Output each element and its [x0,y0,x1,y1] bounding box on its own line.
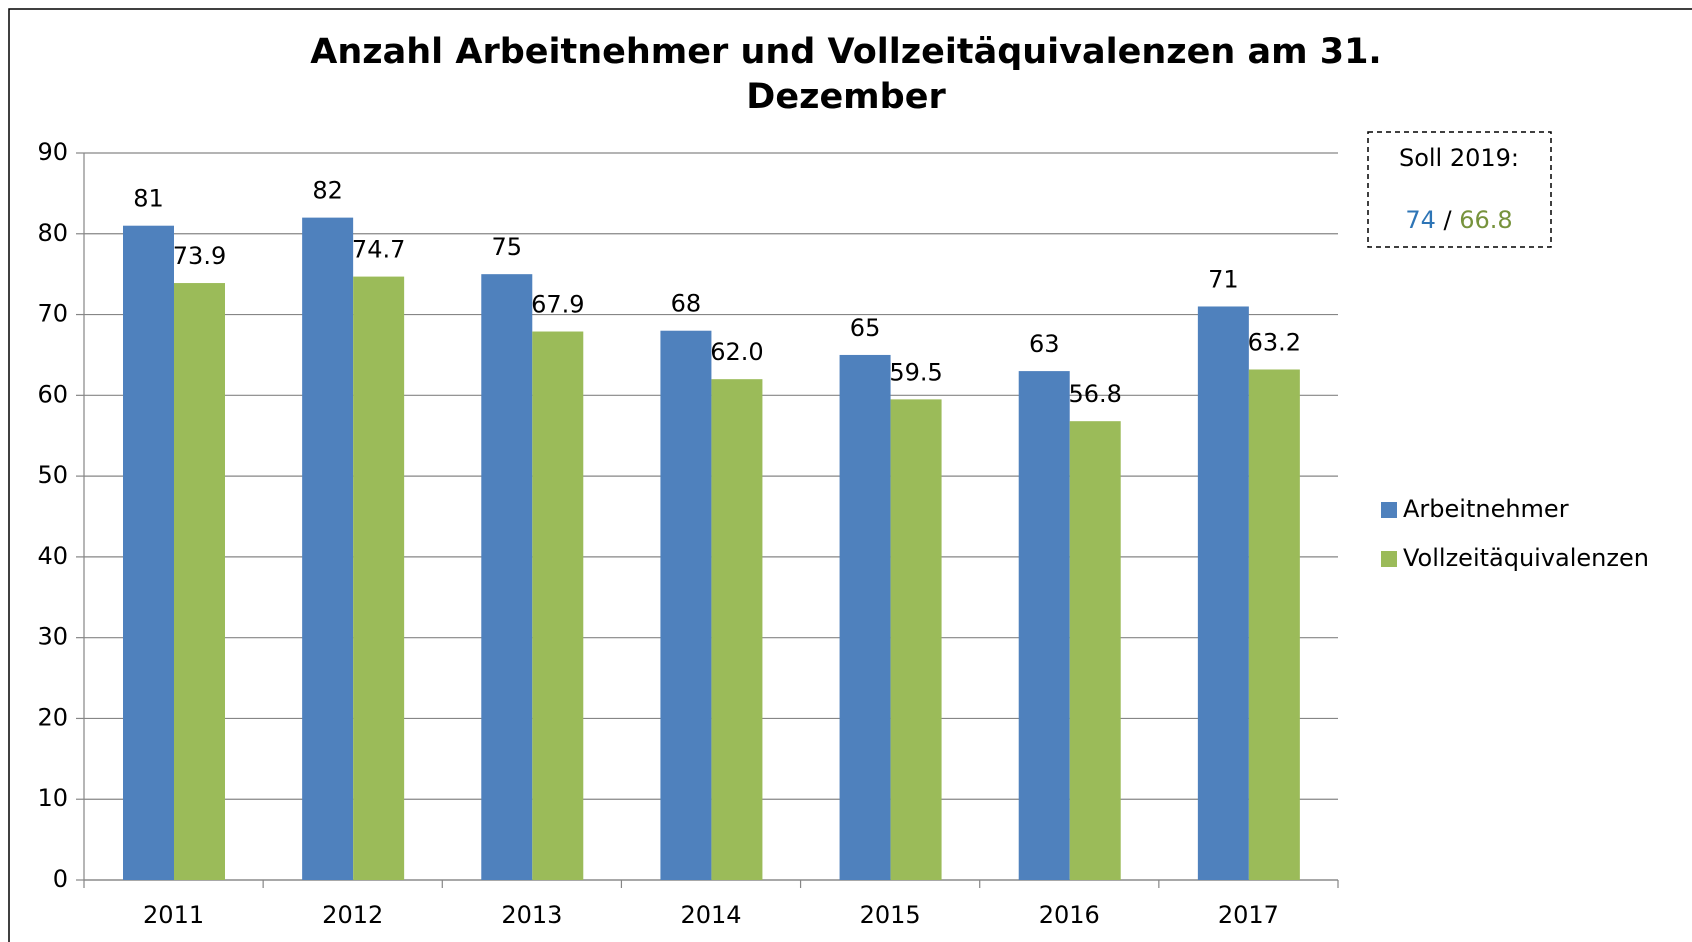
x-tick-label: 2014 [680,901,741,929]
bar [174,283,225,880]
bar [532,331,584,880]
bar [302,217,354,881]
bar [481,274,533,881]
data-label: 67.9 [531,291,584,319]
y-tick-label: 10 [37,784,68,812]
annotation-value: 74 [1405,206,1436,234]
x-tick-label: 2011 [143,901,204,929]
x-tick-label: 2015 [860,901,921,929]
data-label: 65 [850,314,881,342]
x-tick-label: 2017 [1218,901,1279,929]
data-label: 56.8 [1068,380,1121,408]
bar [353,276,405,881]
legend-swatch [1381,551,1397,567]
y-tick-label: 20 [37,703,68,731]
chart-title: Anzahl Arbeitnehmer und Vollzeitäquivale… [310,32,1382,117]
x-tick-label: 2016 [1039,901,1100,929]
bar [1248,369,1300,880]
annotation-separator: / [1444,206,1453,234]
bar [711,379,763,880]
data-label: 71 [1208,265,1239,293]
bar [890,399,942,880]
bar [660,330,712,880]
bar [1018,371,1070,880]
data-label: 63.2 [1248,328,1301,356]
legend-label: Arbeitnehmer [1403,495,1569,523]
y-tick-label: 30 [37,623,68,651]
data-label: 62.0 [710,338,763,366]
annotation-box [1367,131,1552,248]
data-label: 59.5 [889,358,942,386]
y-tick-label: 50 [37,461,68,489]
bar [1069,421,1121,880]
annotation-value: 66.8 [1459,206,1512,234]
legend-swatch [1381,502,1397,518]
data-label: 74.7 [352,236,405,264]
bar [123,225,174,880]
bar [1197,306,1249,880]
x-tick-label: 2012 [322,901,383,929]
data-label: 68 [671,290,702,318]
data-label: 81 [133,185,164,213]
bar [839,354,891,880]
chart-border [8,8,1692,942]
annotation-label: Soll 2019: [1399,144,1519,172]
data-label: 73.9 [173,242,226,270]
y-tick-label: 40 [37,542,68,570]
annotation-values: 74 / 66.8 [1405,206,1512,234]
y-tick-label: 70 [37,300,68,328]
data-label: 82 [312,177,343,205]
y-tick-label: 0 [53,865,68,893]
x-tick-label: 2013 [501,901,562,929]
data-label: 75 [492,233,523,261]
y-tick-label: 60 [37,380,68,408]
y-tick-label: 90 [37,138,68,166]
y-tick-label: 80 [37,219,68,247]
data-label: 63 [1029,330,1060,358]
legend-label: Vollzeitäquivalenzen [1403,544,1649,572]
